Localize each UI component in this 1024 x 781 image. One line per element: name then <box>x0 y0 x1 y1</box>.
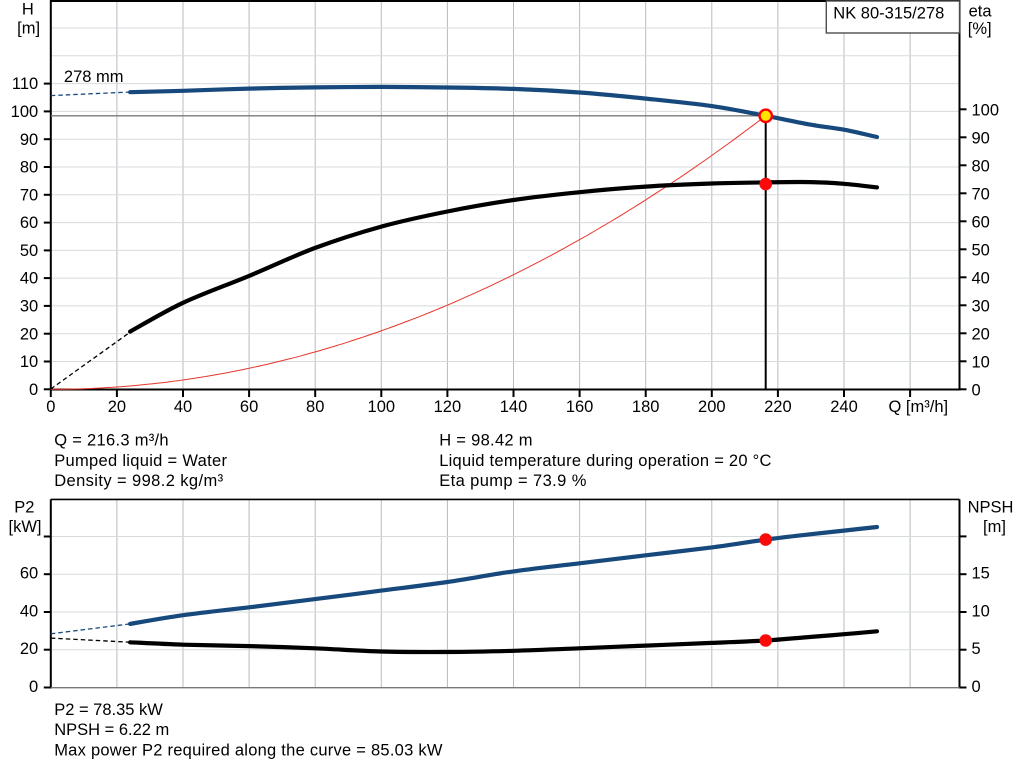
svg-text:Liquid temperature during oper: Liquid temperature during operation = 20… <box>439 452 771 470</box>
svg-text:0: 0 <box>29 381 38 399</box>
svg-text:100: 100 <box>368 398 396 416</box>
svg-text:0: 0 <box>972 678 981 696</box>
svg-text:NPSH = 6.22 m: NPSH = 6.22 m <box>54 721 169 739</box>
svg-text:60: 60 <box>20 565 38 583</box>
svg-text:20: 20 <box>20 325 38 343</box>
svg-text:60: 60 <box>20 214 38 232</box>
svg-text:70: 70 <box>20 186 38 204</box>
svg-text:[kW]: [kW] <box>9 518 42 536</box>
svg-text:10: 10 <box>972 603 990 621</box>
svg-text:80: 80 <box>306 398 324 416</box>
svg-text:NK 80-315/278: NK 80-315/278 <box>833 5 944 23</box>
svg-text:40: 40 <box>174 398 192 416</box>
svg-text:10: 10 <box>20 353 38 371</box>
svg-text:Max power P2 required along th: Max power P2 required along the curve = … <box>54 741 443 759</box>
svg-text:P2 = 78.35 kW: P2 = 78.35 kW <box>54 701 163 719</box>
svg-text:70: 70 <box>972 186 990 204</box>
svg-text:[m]: [m] <box>17 20 40 38</box>
svg-text:220: 220 <box>764 398 792 416</box>
svg-text:120: 120 <box>434 398 462 416</box>
svg-text:60: 60 <box>972 214 990 232</box>
svg-text:Eta pump = 73.9 %: Eta pump = 73.9 % <box>439 472 587 490</box>
svg-text:[m]: [m] <box>983 518 1006 536</box>
svg-text:80: 80 <box>20 159 38 177</box>
svg-text:5: 5 <box>972 640 981 658</box>
svg-text:40: 40 <box>20 603 38 621</box>
svg-text:H: H <box>22 1 34 19</box>
svg-text:[%]: [%] <box>968 20 992 38</box>
svg-text:100: 100 <box>11 103 39 121</box>
svg-text:Q = 216.3 m³/h: Q = 216.3 m³/h <box>54 432 169 450</box>
svg-text:H = 98.42 m: H = 98.42 m <box>439 432 533 450</box>
svg-text:110: 110 <box>12 75 38 93</box>
svg-text:NPSH: NPSH <box>968 499 1014 517</box>
svg-text:90: 90 <box>972 130 990 148</box>
svg-text:80: 80 <box>972 158 990 176</box>
svg-text:200: 200 <box>698 398 726 416</box>
svg-text:278 mm: 278 mm <box>64 68 124 86</box>
svg-text:0: 0 <box>972 382 981 400</box>
svg-text:180: 180 <box>632 398 660 416</box>
svg-text:30: 30 <box>972 298 990 316</box>
svg-text:15: 15 <box>972 565 990 583</box>
svg-text:140: 140 <box>500 398 528 416</box>
svg-text:160: 160 <box>566 398 594 416</box>
svg-text:Q [m³/h]: Q [m³/h] <box>889 398 949 416</box>
svg-text:90: 90 <box>20 131 38 149</box>
svg-text:Pumped liquid = Water: Pumped liquid = Water <box>54 452 227 470</box>
svg-text:50: 50 <box>972 242 990 260</box>
svg-text:30: 30 <box>20 298 38 316</box>
svg-text:20: 20 <box>20 640 38 658</box>
svg-text:20: 20 <box>972 326 990 344</box>
svg-text:240: 240 <box>830 398 858 416</box>
svg-text:0: 0 <box>46 398 55 416</box>
svg-text:Density = 998.2 kg/m³: Density = 998.2 kg/m³ <box>54 472 223 490</box>
svg-text:eta: eta <box>969 3 993 21</box>
svg-text:50: 50 <box>20 242 38 260</box>
svg-text:20: 20 <box>108 398 126 416</box>
svg-text:40: 40 <box>972 270 990 288</box>
svg-text:60: 60 <box>240 398 258 416</box>
svg-text:P2: P2 <box>14 499 34 517</box>
svg-text:0: 0 <box>29 678 38 696</box>
svg-text:100: 100 <box>972 102 1000 120</box>
svg-text:10: 10 <box>972 354 990 372</box>
svg-text:40: 40 <box>20 270 38 288</box>
